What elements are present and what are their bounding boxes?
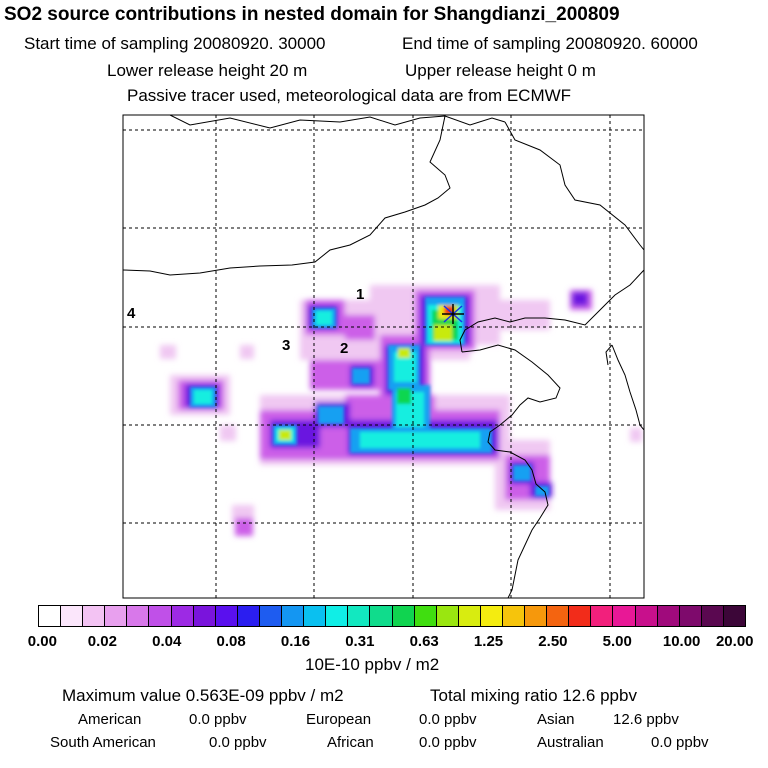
color-scale-segment (480, 606, 503, 626)
color-scale-tick-label: 5.00 (602, 633, 632, 650)
australian-label: Australian (537, 734, 604, 751)
color-scale-segment (39, 606, 62, 626)
color-scale-segment (193, 606, 216, 626)
color-scale-segment (635, 606, 658, 626)
color-scale-segment (569, 606, 592, 626)
australian-value: 0.0 ppbv (651, 734, 709, 751)
total-mixing-ratio: Total mixing ratio 12.6 ppbv (430, 686, 637, 705)
color-scale-tick-label: 0.16 (280, 633, 311, 650)
color-scale-tick-label: 0.04 (152, 633, 182, 650)
color-scale-unit: 10E-10 ppbv / m2 (305, 655, 440, 674)
color-scale-segment (237, 606, 260, 626)
color-scale-tick-label: 0.02 (87, 633, 117, 650)
color-scale-segment (458, 606, 481, 626)
american-value: 0.0 ppbv (189, 711, 247, 728)
station-marker (442, 304, 464, 324)
lat-lon-grid (123, 115, 644, 598)
color-scale-segment (259, 606, 283, 626)
region-label-2: 2 (340, 340, 349, 357)
tracer-note: Passive tracer used, meteorological data… (127, 86, 572, 105)
color-scale-tick-label: 2.50 (538, 633, 568, 650)
color-scale-segment (613, 606, 636, 626)
color-scale-segment (547, 606, 570, 626)
color-scale-tick-label: 10.00 (662, 633, 701, 650)
color-scale-tick-label: 0.63 (409, 633, 439, 650)
color-scale-segment (723, 606, 745, 626)
color-scale-segment (149, 606, 172, 626)
color-scale-tick-label: 0.00 (27, 633, 57, 650)
region-label-1: 1 (356, 286, 365, 303)
end-time: End time of sampling 20080920. 60000 (402, 34, 698, 53)
color-scale-segment (282, 606, 305, 626)
color-scale-tick-label: 0.31 (345, 633, 375, 650)
color-scale-tick-label: 20.00 (715, 633, 754, 650)
color-scale-segment (304, 606, 327, 626)
color-scale-segment (215, 606, 238, 626)
color-scale-segment (525, 606, 548, 626)
color-scale-segment (657, 606, 680, 626)
south-american-label: South American (50, 734, 156, 751)
region-label-3: 3 (282, 337, 291, 354)
color-scale-segment (127, 606, 150, 626)
south-american-value: 0.0 ppbv (209, 734, 267, 751)
color-scale-bar (38, 605, 746, 627)
map-frame (122, 114, 645, 599)
start-time: Start time of sampling 20080920. 30000 (24, 34, 326, 53)
color-scale-segment (105, 606, 128, 626)
color-scale-segment (326, 606, 349, 626)
color-scale-segment (414, 606, 437, 626)
lower-release-height: Lower release height 20 m (107, 61, 308, 80)
asian-label: Asian (537, 711, 575, 728)
color-scale-segment (370, 606, 393, 626)
map-title: SO2 source contributions in nested domai… (4, 4, 620, 25)
color-scale-segment (83, 606, 106, 626)
color-scale-segment (348, 606, 371, 626)
european-value: 0.0 ppbv (419, 711, 477, 728)
color-scale-tick-label: 0.08 (216, 633, 246, 650)
color-scale-segment (679, 606, 702, 626)
color-scale-segment (502, 606, 526, 626)
african-label: African (327, 734, 374, 751)
color-scale-segment (701, 606, 724, 626)
color-scale-segment (61, 606, 84, 626)
color-scale-tick-label: 1.25 (473, 633, 504, 650)
african-value: 0.0 ppbv (419, 734, 477, 751)
asian-value: 12.6 ppbv (613, 711, 679, 728)
color-scale-segment (591, 606, 614, 626)
color-scale-segment (392, 606, 415, 626)
maximum-value: Maximum value 0.563E-09 ppbv / m2 (62, 686, 344, 705)
american-label: American (78, 711, 142, 728)
upper-release-height: Upper release height 0 m (405, 61, 596, 80)
country-borders (123, 115, 644, 598)
region-label-4: 4 (127, 305, 136, 322)
color-scale-segment (436, 606, 459, 626)
color-scale-segment (171, 606, 194, 626)
european-label: European (306, 711, 372, 728)
